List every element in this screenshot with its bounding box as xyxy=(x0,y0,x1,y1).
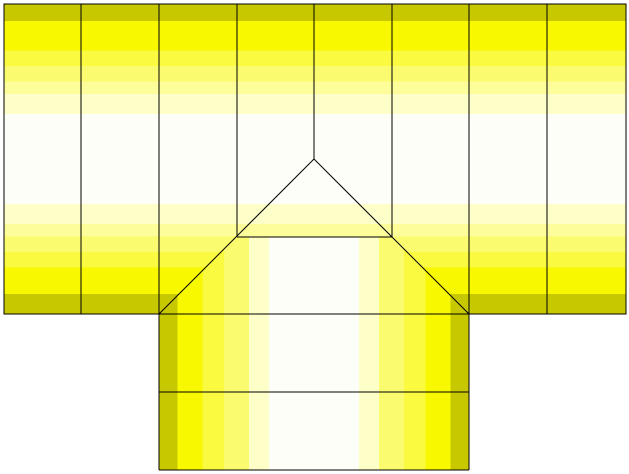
tee-intersection-cap xyxy=(237,159,392,237)
saddle-left-diagonal xyxy=(158,158,315,315)
outline-group xyxy=(3,3,627,471)
horizontal-pipe-outline xyxy=(3,3,627,315)
vertical-pipe-body xyxy=(159,237,469,470)
